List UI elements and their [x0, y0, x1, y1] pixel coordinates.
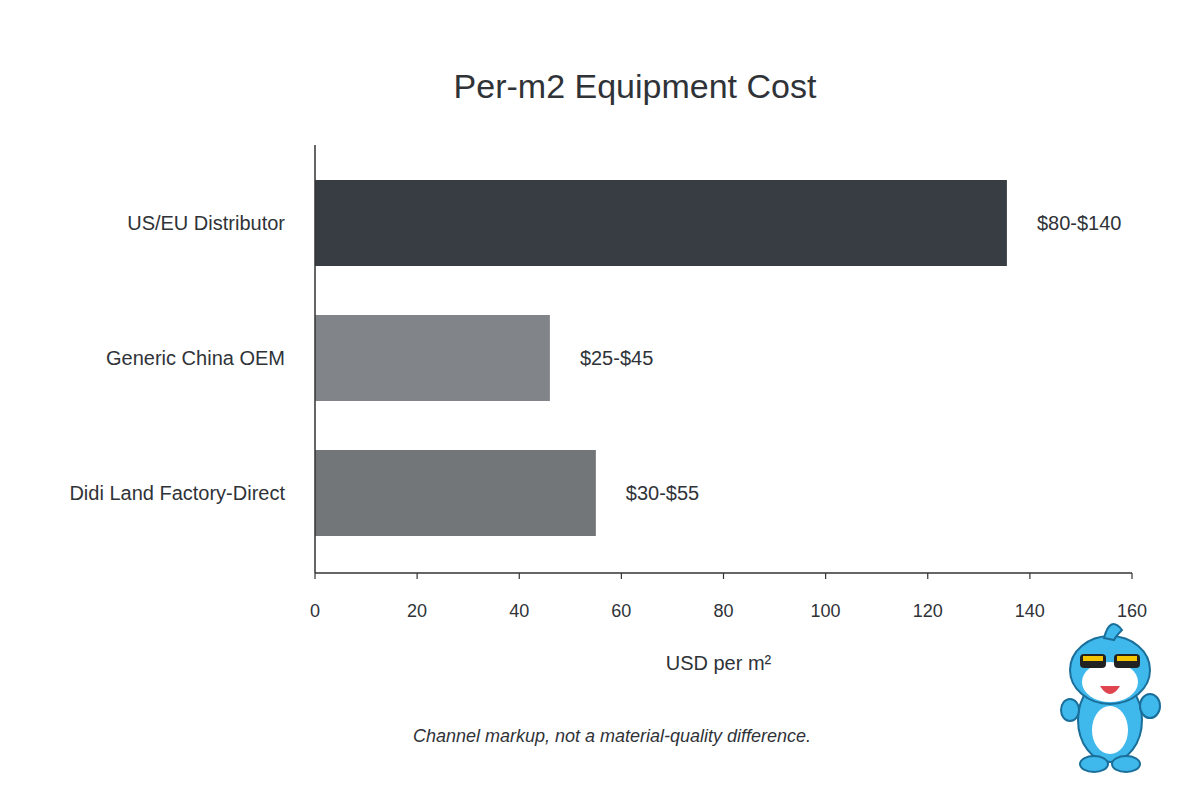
bar	[315, 180, 1007, 266]
x-tick-label: 120	[913, 601, 943, 621]
x-tick	[825, 573, 826, 579]
bar	[315, 450, 596, 536]
mascot-foot	[1080, 756, 1108, 772]
x-tick	[314, 573, 315, 579]
x-tick-label: 160	[1117, 601, 1147, 621]
bar-annotation: $80-$140	[1037, 212, 1122, 234]
x-tick	[723, 573, 724, 579]
title: Per-m2 Equipment Cost	[454, 67, 817, 105]
category-label: US/EU Distributor	[127, 212, 285, 234]
x-axis-title: USD per m²	[666, 652, 772, 674]
x-tick-label: 0	[310, 601, 320, 621]
bar	[315, 315, 550, 401]
chart: Per-m2 Equipment Cost US/EU Distributor $8…	[0, 0, 1200, 800]
mascot-mouth	[1100, 686, 1120, 694]
x-tick	[417, 573, 418, 579]
mascot-glasses	[1114, 654, 1140, 668]
mascot-head	[1070, 636, 1150, 704]
x-tick-label: 80	[713, 601, 733, 621]
x-tick-label: 60	[611, 601, 631, 621]
mascot-belly	[1092, 706, 1128, 754]
mascot-glasses-tint	[1083, 656, 1103, 661]
mascot-hand	[1061, 699, 1079, 721]
x-tick-label: 140	[1015, 601, 1045, 621]
x-tick	[519, 573, 520, 579]
mascot-hand	[1140, 694, 1160, 718]
x-tick-label: 40	[509, 601, 529, 621]
bars	[315, 180, 1007, 536]
x-tick-label: 20	[407, 601, 427, 621]
x-tick	[927, 573, 928, 579]
category-label: Generic China OEM	[106, 347, 285, 369]
bar-annotation: $30-$55	[626, 482, 699, 504]
mascot-foot	[1112, 756, 1140, 772]
category-label: Didi Land Factory-Direct	[69, 482, 285, 504]
mascot-glasses	[1080, 654, 1106, 668]
x-tick	[621, 573, 622, 579]
mascot-fin	[1104, 624, 1122, 640]
caption: Channel markup, not a material-quality d…	[413, 726, 811, 746]
x-tick	[1131, 573, 1132, 579]
x-tick-label: 100	[811, 601, 841, 621]
y-axis-line	[314, 145, 316, 573]
mascot	[1061, 624, 1160, 772]
bar-annotation: $25-$45	[580, 347, 653, 369]
x-tick	[1029, 573, 1030, 579]
mascot-glasses-tint	[1117, 656, 1137, 661]
